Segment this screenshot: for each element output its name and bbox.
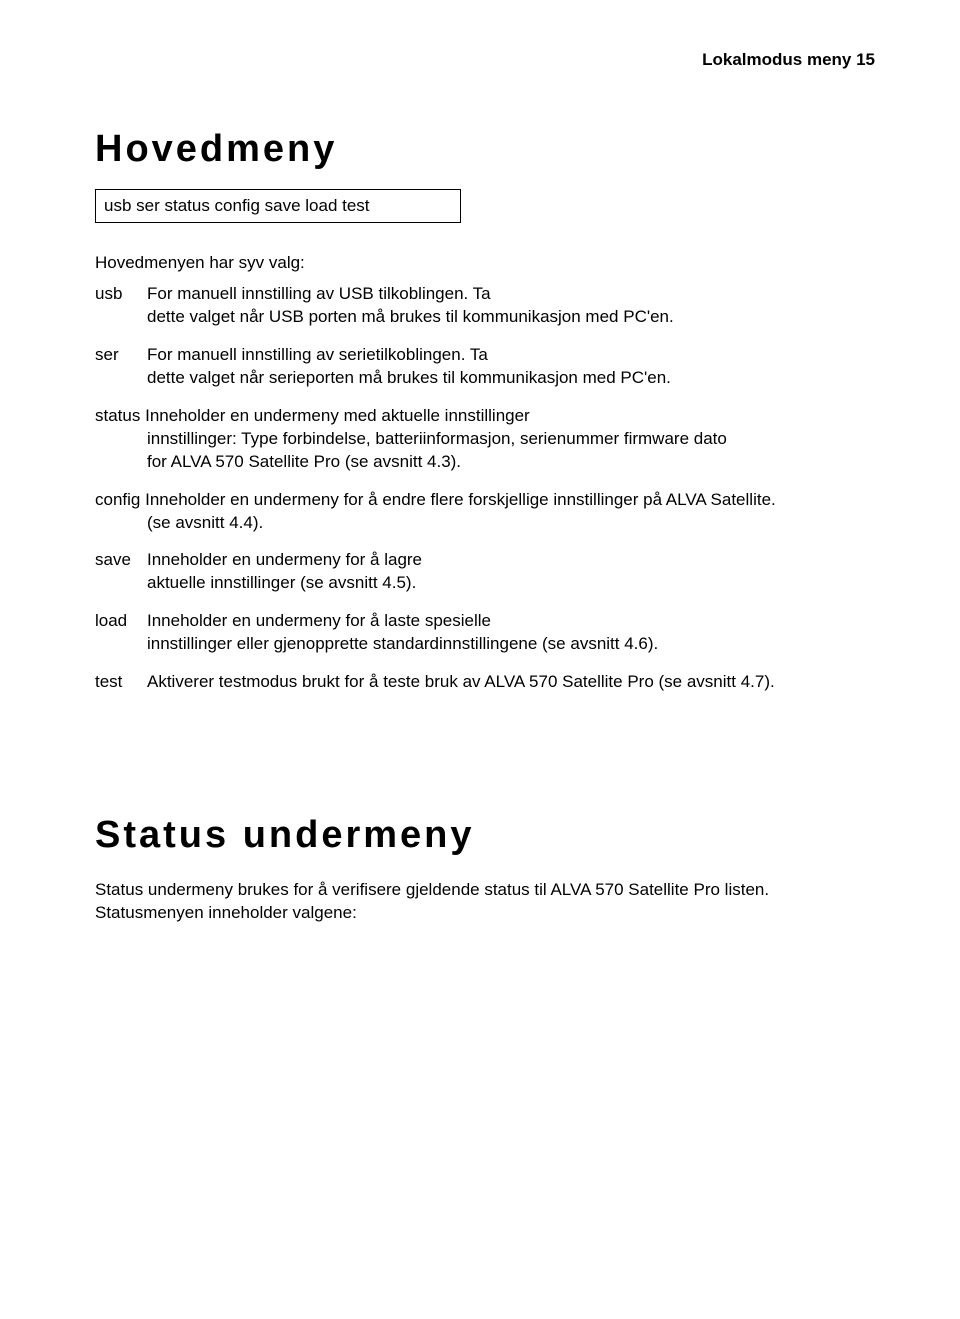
desc-test-1: Aktiverer testmodus brukt for å teste br… bbox=[147, 672, 775, 691]
desc-config-2: (se avsnitt 4.4). bbox=[147, 512, 875, 535]
def-test: testAktiverer testmodus brukt for å test… bbox=[95, 671, 875, 694]
term-save: save bbox=[95, 549, 147, 572]
def-save: saveInneholder en undermeny for å lagre … bbox=[95, 549, 875, 595]
page-header: Lokalmodus meny 15 bbox=[95, 50, 875, 70]
desc-status-2: innstillinger: Type forbindelse, batteri… bbox=[147, 428, 875, 451]
term-ser: ser bbox=[95, 344, 147, 367]
def-ser: serFor manuell innstilling av serietilko… bbox=[95, 344, 875, 390]
term-status: status bbox=[95, 405, 140, 428]
desc-save-1: Inneholder en undermeny for å lagre bbox=[147, 550, 422, 569]
heading-status-undermeny: Status undermeny bbox=[95, 814, 875, 857]
term-config: config bbox=[95, 489, 140, 512]
heading-hovedmeny: Hovedmeny bbox=[95, 128, 875, 171]
desc-save-2: aktuelle innstillinger (se avsnitt 4.5). bbox=[147, 572, 875, 595]
term-test: test bbox=[95, 671, 147, 694]
def-load: loadInneholder en undermeny for å laste … bbox=[95, 610, 875, 656]
desc-load-1: Inneholder en undermeny for å laste spes… bbox=[147, 611, 491, 630]
intro-text: Hovedmenyen har syv valg: bbox=[95, 253, 875, 273]
desc-ser-1: For manuell innstilling av serietilkobli… bbox=[147, 345, 488, 364]
def-status: status Inneholder en undermeny med aktue… bbox=[95, 405, 875, 474]
definition-list: usbFor manuell innstilling av USB tilkob… bbox=[95, 283, 875, 694]
desc-load-2: innstillinger eller gjenopprette standar… bbox=[147, 633, 875, 656]
status-undermeny-para: Status undermeny brukes for å verifisere… bbox=[95, 879, 875, 925]
def-config: config Inneholder en undermeny for å end… bbox=[95, 489, 875, 535]
term-load: load bbox=[95, 610, 147, 633]
desc-usb-1: For manuell innstilling av USB tilkoblin… bbox=[147, 284, 491, 303]
desc-config-1: Inneholder en undermeny for å endre fler… bbox=[145, 490, 776, 509]
desc-ser-2: dette valget når serieporten må brukes t… bbox=[147, 367, 875, 390]
desc-status-3: for ALVA 570 Satellite Pro (se avsnitt 4… bbox=[147, 451, 875, 474]
menu-box: usb ser status config save load test bbox=[95, 189, 461, 223]
term-usb: usb bbox=[95, 283, 147, 306]
desc-status-1: Inneholder en undermeny med aktuelle inn… bbox=[145, 406, 530, 425]
desc-usb-2: dette valget når USB porten må brukes ti… bbox=[147, 306, 875, 329]
def-usb: usbFor manuell innstilling av USB tilkob… bbox=[95, 283, 875, 329]
